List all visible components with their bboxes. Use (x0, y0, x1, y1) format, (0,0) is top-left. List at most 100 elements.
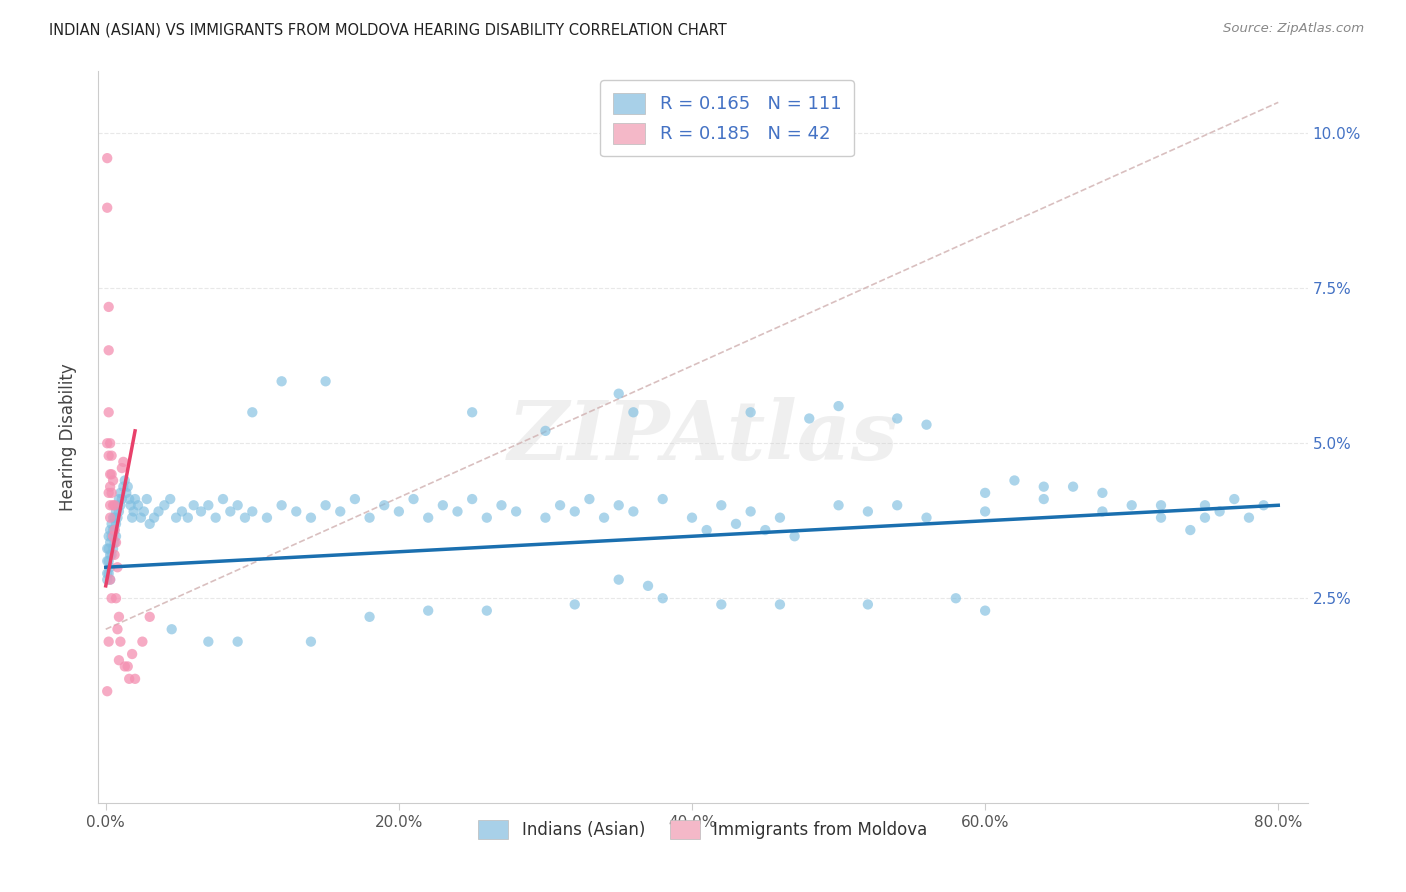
Point (120, 498, 142, 512)
Point (593, 510, 616, 524)
Point (1253, 498, 1275, 512)
Point (740, 405, 762, 419)
Point (107, 498, 129, 512)
Point (226, 498, 249, 512)
Point (256, 510, 278, 524)
Point (117, 659, 139, 673)
Point (856, 598, 879, 612)
Point (129, 510, 152, 524)
Point (98, 573, 121, 587)
Point (696, 523, 718, 537)
Point (98, 467, 121, 482)
Point (105, 504, 128, 518)
Point (475, 510, 498, 524)
Point (96, 541, 118, 556)
Point (491, 498, 513, 512)
Point (475, 604, 498, 618)
Point (226, 634, 249, 648)
Point (1194, 510, 1216, 524)
Point (100, 591, 122, 606)
Point (103, 548, 125, 562)
Point (461, 491, 484, 506)
Point (159, 491, 181, 506)
Point (107, 560, 129, 574)
Point (107, 622, 129, 636)
Point (96, 684, 118, 698)
Point (98, 548, 121, 562)
Point (110, 498, 132, 512)
Point (1180, 523, 1202, 537)
Point (117, 480, 139, 494)
Point (534, 424, 557, 438)
Text: INDIAN (ASIAN) VS IMMIGRANTS FROM MOLDOVA HEARING DISABILITY CORRELATION CHART: INDIAN (ASIAN) VS IMMIGRANTS FROM MOLDOV… (49, 22, 727, 37)
Point (974, 504, 997, 518)
Point (138, 610, 160, 624)
Point (121, 647, 143, 661)
Point (100, 548, 122, 562)
Point (101, 498, 124, 512)
Point (607, 498, 630, 512)
Point (103, 498, 125, 512)
Point (132, 504, 155, 518)
Point (915, 510, 938, 524)
Point (97, 343, 120, 358)
Point (827, 399, 849, 413)
Point (240, 405, 263, 419)
Point (114, 474, 136, 488)
Text: ZIPAtlas: ZIPAtlas (508, 397, 898, 477)
Point (402, 491, 425, 506)
Point (100, 449, 122, 463)
Point (548, 498, 571, 512)
Point (160, 622, 183, 636)
Point (607, 386, 630, 401)
Point (505, 504, 527, 518)
Point (329, 504, 352, 518)
Point (856, 504, 879, 518)
Point (564, 504, 586, 518)
Point (170, 504, 193, 518)
Point (124, 491, 146, 506)
Point (100, 467, 122, 482)
Point (122, 504, 145, 518)
Point (1091, 504, 1114, 518)
Point (97, 300, 120, 314)
Point (98, 523, 121, 537)
Point (418, 604, 440, 618)
Point (945, 591, 967, 606)
Point (607, 573, 630, 587)
Point (621, 504, 644, 518)
Point (418, 510, 440, 524)
Point (974, 486, 997, 500)
Point (578, 491, 600, 506)
Point (359, 610, 381, 624)
Point (100, 516, 122, 531)
Point (103, 535, 125, 549)
Point (1237, 510, 1260, 524)
Point (107, 510, 129, 524)
Point (219, 504, 242, 518)
Point (121, 510, 143, 524)
Point (115, 486, 138, 500)
Point (915, 417, 938, 432)
Point (143, 510, 166, 524)
Point (97, 486, 120, 500)
Point (359, 510, 381, 524)
Point (96, 151, 118, 165)
Point (96, 201, 118, 215)
Point (886, 498, 908, 512)
Point (111, 461, 134, 475)
Y-axis label: Hearing Disability: Hearing Disability (59, 363, 77, 511)
Point (105, 516, 128, 531)
Point (1194, 498, 1216, 512)
Point (108, 491, 131, 506)
Point (233, 510, 256, 524)
Point (1062, 480, 1084, 494)
Point (97, 554, 120, 568)
Point (190, 504, 212, 518)
Point (97, 449, 120, 463)
Point (103, 523, 125, 537)
Point (769, 598, 792, 612)
Point (1150, 498, 1173, 512)
Point (197, 498, 219, 512)
Point (96, 436, 118, 450)
